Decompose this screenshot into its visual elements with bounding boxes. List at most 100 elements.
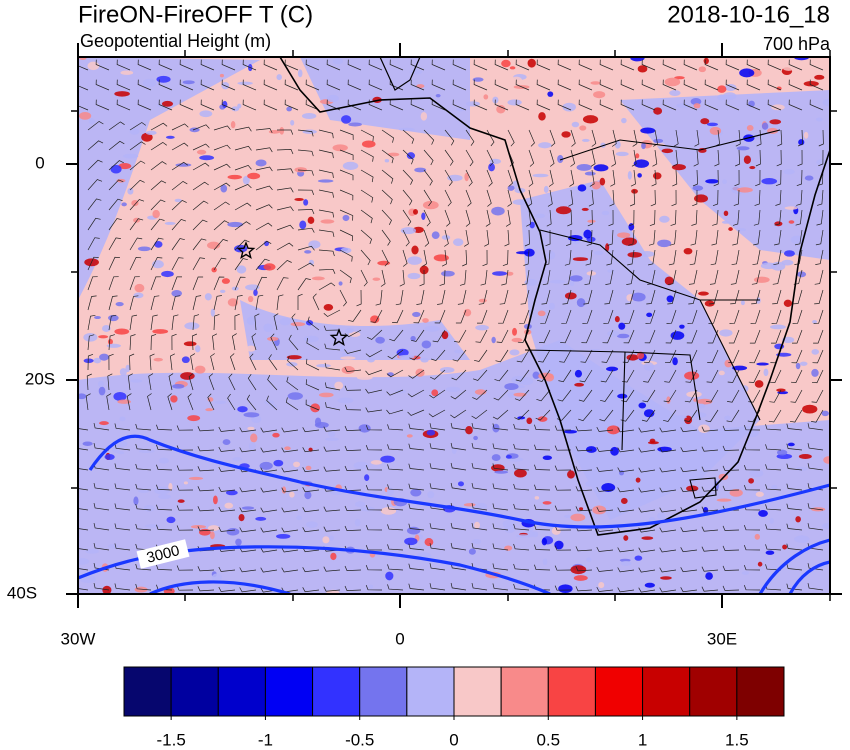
- wind-barb: [558, 369, 572, 383]
- colorbar-box: [642, 666, 691, 717]
- wind-barb: [156, 484, 173, 491]
- wind-barb: [78, 428, 89, 431]
- wind-barb: [596, 586, 614, 592]
- field-speckle: [670, 331, 685, 340]
- wind-barb: [318, 229, 335, 237]
- wind-barb: [192, 238, 207, 251]
- field-speckle: [717, 85, 727, 93]
- wind-barb: [370, 309, 383, 323]
- wind-barb: [608, 209, 614, 227]
- wind-barb: [728, 349, 740, 364]
- wind-barb: [743, 584, 761, 591]
- wind-barb: [569, 169, 575, 187]
- field-speckle: [205, 408, 214, 412]
- field-speckle: [722, 179, 727, 185]
- wind-barb: [324, 343, 341, 351]
- field-speckle: [463, 503, 476, 507]
- field-patch: [78, 57, 260, 300]
- wind-barb: [492, 503, 509, 511]
- field-speckle: [303, 335, 319, 343]
- wind-barb: [114, 443, 131, 451]
- wind-barb: [318, 129, 334, 139]
- wind-barb: [444, 169, 453, 187]
- field-speckle: [643, 362, 655, 371]
- wind-barb: [188, 373, 194, 391]
- wind-barb: [387, 544, 404, 551]
- wind-barb: [631, 149, 637, 167]
- field-speckle: [341, 366, 355, 374]
- wind-barb: [534, 484, 551, 491]
- wind-barb: [360, 169, 374, 183]
- wind-barb: [116, 79, 131, 91]
- wind-barb: [722, 565, 740, 571]
- wind-barb: [645, 309, 656, 324]
- wind-barb: [87, 140, 104, 151]
- wind-barb: [817, 169, 824, 186]
- field-speckle: [822, 98, 830, 107]
- wind-barb: [557, 389, 572, 402]
- field-speckle: [684, 371, 700, 380]
- field-speckle: [494, 122, 506, 127]
- contour-label-bg: [136, 539, 190, 569]
- wind-barb: [339, 149, 354, 160]
- field-speckle: [427, 491, 435, 499]
- wind-barb: [643, 349, 656, 363]
- field-speckle: [266, 336, 279, 341]
- wind-barb: [323, 446, 341, 452]
- field-speckle: [290, 119, 295, 126]
- wind-barb: [218, 566, 236, 572]
- wind-barb: [381, 249, 389, 267]
- field-speckle: [104, 454, 115, 461]
- field-speckle: [740, 300, 745, 306]
- wind-barb: [234, 239, 250, 251]
- wind-barb: [192, 143, 210, 151]
- field-speckle: [144, 524, 160, 528]
- wind-barb: [684, 389, 698, 403]
- wind-barb: [477, 309, 488, 324]
- wind-barb: [360, 229, 373, 245]
- field-speckle: [704, 300, 715, 307]
- field-speckle: [492, 423, 500, 433]
- wind-barb: [234, 295, 243, 311]
- field-speckle: [133, 496, 139, 506]
- wind-barb: [526, 209, 532, 227]
- wind-barb: [807, 563, 824, 571]
- wind-barb: [339, 189, 354, 201]
- wind-barb: [218, 466, 236, 472]
- field-speckle: [763, 368, 769, 377]
- field-speckle: [803, 131, 809, 139]
- lon-label: 30W: [61, 629, 96, 648]
- wind-barb: [788, 79, 803, 91]
- wind-barb: [218, 526, 236, 532]
- field-speckle: [161, 270, 174, 278]
- wind-barb: [659, 447, 677, 453]
- field-speckle: [626, 354, 639, 361]
- wind-barb: [192, 181, 209, 191]
- field-speckle: [107, 544, 119, 549]
- wind-barb: [147, 393, 152, 411]
- wind-barb: [150, 218, 165, 231]
- field-speckle: [236, 265, 247, 274]
- wind-barb: [755, 169, 761, 187]
- field-speckle: [294, 197, 304, 202]
- wind-barb: [408, 563, 425, 571]
- wind-barb: [794, 229, 803, 246]
- field-speckle: [345, 328, 354, 334]
- wind-barb: [668, 249, 677, 266]
- wind-barb: [776, 149, 782, 167]
- wind-barb: [239, 447, 257, 453]
- wind-barb: [680, 447, 698, 453]
- wind-barb: [670, 209, 677, 226]
- wind-barb: [281, 447, 299, 453]
- wind-barb: [710, 249, 719, 266]
- wind-barb: [513, 443, 530, 451]
- wind-barb: [227, 393, 236, 411]
- wind-barb: [515, 79, 530, 91]
- field-speckle: [166, 516, 176, 524]
- wind-barb: [752, 249, 761, 266]
- field-speckle: [354, 518, 361, 527]
- field-speckle: [264, 400, 275, 405]
- field-speckle: [702, 506, 709, 514]
- wind-barb: [312, 293, 320, 311]
- title: FireON-FireOFF T (C): [78, 1, 313, 28]
